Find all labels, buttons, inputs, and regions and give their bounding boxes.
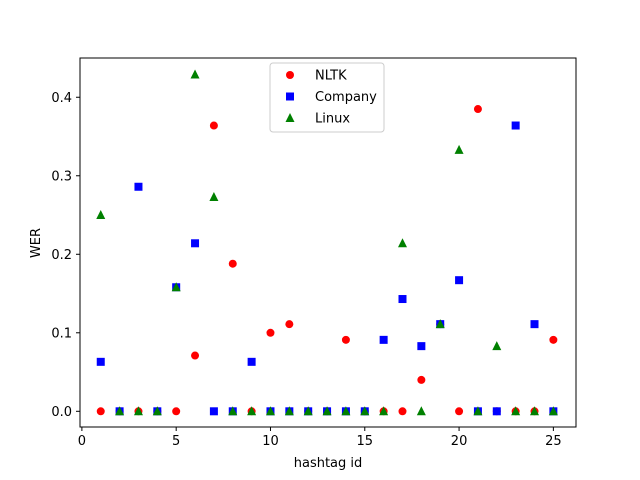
- y-tick-label: 0.4: [51, 91, 72, 106]
- data-point-company: [209, 407, 218, 416]
- data-point-linux: [228, 406, 238, 416]
- data-point-nltk: [285, 320, 294, 329]
- data-point-linux: [209, 191, 219, 201]
- data-point-nltk: [96, 407, 105, 416]
- legend: NLTK Company Linux: [269, 62, 385, 133]
- data-point-company: [530, 320, 539, 329]
- x-tick-label: 10: [262, 434, 279, 449]
- data-point-company: [492, 407, 501, 416]
- data-point-linux: [190, 69, 200, 79]
- data-point-linux: [454, 144, 464, 154]
- data-point-company: [398, 295, 407, 304]
- data-point-linux: [416, 406, 426, 416]
- legend-label: Company: [315, 90, 377, 105]
- y-tick-label: 0.2: [51, 248, 72, 263]
- legend-box: [269, 62, 385, 133]
- plot-marks: [96, 69, 558, 416]
- data-point-nltk: [398, 407, 407, 416]
- legend-entry-nltk: NLTK: [286, 69, 347, 84]
- data-point-linux: [548, 406, 558, 416]
- data-point-linux: [360, 406, 370, 416]
- x-tick-label: 20: [451, 434, 468, 449]
- data-point-linux: [133, 406, 143, 416]
- data-point-linux: [473, 406, 483, 416]
- data-point-company: [191, 239, 200, 248]
- data-point-linux: [530, 406, 540, 416]
- x-tick-label: 0: [78, 434, 86, 449]
- data-point-company: [455, 276, 464, 285]
- data-point-linux: [322, 406, 332, 416]
- data-point-nltk: [266, 328, 275, 337]
- data-point-company: [134, 182, 143, 191]
- data-point-company: [511, 121, 520, 130]
- data-point-linux: [96, 210, 106, 220]
- y-tick-label: 0.1: [51, 326, 72, 341]
- data-point-linux: [265, 406, 275, 416]
- y-tick-label: 0.0: [51, 405, 72, 420]
- data-point-linux: [171, 282, 181, 292]
- x-tick-label: 25: [545, 434, 562, 449]
- data-point-nltk: [228, 259, 237, 268]
- axes-frame: [79, 57, 577, 428]
- legend-marker-linux: [285, 113, 295, 122]
- y-axis-label: WER: [29, 228, 44, 258]
- x-axis-ticks: 0 5 10 15 20 25: [78, 427, 562, 449]
- x-tick-label: 5: [172, 434, 180, 449]
- legend-entry-linux: Linux: [285, 112, 350, 127]
- data-point-company: [96, 357, 105, 366]
- data-point-linux: [284, 406, 294, 416]
- data-point-linux: [115, 406, 125, 416]
- data-point-linux: [397, 238, 407, 248]
- data-point-nltk: [172, 407, 181, 416]
- legend-label: NLTK: [315, 69, 347, 84]
- data-point-nltk: [549, 335, 558, 344]
- x-tick-label: 15: [357, 434, 374, 449]
- data-point-company: [417, 342, 426, 351]
- legend-label: Linux: [315, 112, 350, 127]
- data-point-nltk: [191, 351, 200, 360]
- data-point-linux: [303, 406, 313, 416]
- x-axis-label: hashtag id: [294, 456, 363, 471]
- data-point-company: [379, 335, 388, 344]
- legend-marker-company: [286, 92, 294, 101]
- data-point-nltk: [417, 375, 426, 384]
- data-point-linux: [492, 341, 502, 351]
- legend-marker-nltk: [286, 71, 294, 79]
- data-point-linux: [247, 406, 257, 416]
- series-linux: [96, 69, 558, 416]
- data-point-nltk: [473, 105, 482, 114]
- data-point-linux: [379, 406, 389, 416]
- data-point-nltk: [341, 335, 350, 344]
- data-point-linux: [511, 406, 521, 416]
- data-point-linux: [341, 406, 351, 416]
- legend-entry-company: Company: [286, 90, 377, 105]
- data-point-company: [247, 357, 256, 366]
- data-point-nltk: [455, 407, 464, 416]
- y-tick-label: 0.3: [51, 169, 72, 184]
- data-point-nltk: [209, 121, 218, 130]
- data-point-linux: [152, 406, 162, 416]
- data-point-linux: [435, 319, 445, 329]
- y-axis-ticks: 0.0 0.1 0.2 0.3 0.4: [51, 91, 80, 420]
